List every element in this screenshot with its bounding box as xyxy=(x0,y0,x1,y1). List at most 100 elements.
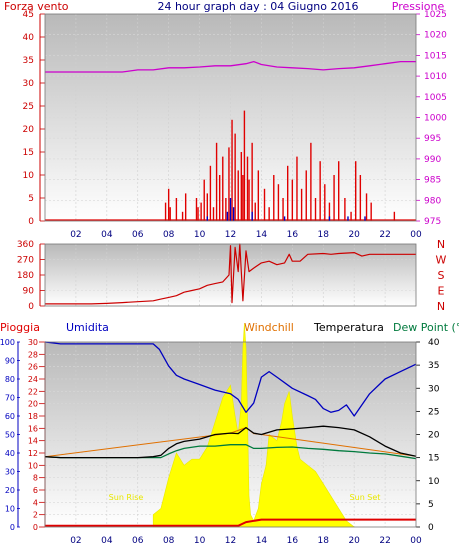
weather-panel-xtick-label: 20 xyxy=(348,536,360,546)
wind-panel-xtick-label: 10 xyxy=(194,230,206,240)
humidity-ytick-label: 100 xyxy=(0,338,15,347)
wind-panel-xtick-label: 16 xyxy=(287,230,299,240)
compass-label: N xyxy=(437,300,445,313)
humidity-ytick-label: 50 xyxy=(5,431,15,440)
wind-panel-frame xyxy=(44,13,417,222)
rain-ytick-label: 26 xyxy=(28,363,38,372)
pressure-ytick-label: 1005 xyxy=(424,93,447,103)
pressure-line xyxy=(45,60,416,73)
wind-panel-xtick-label: 18 xyxy=(318,230,330,240)
compass-label: W xyxy=(436,254,447,267)
wind-ytick-label: 5 xyxy=(28,194,34,204)
rain-ytick-label: 8 xyxy=(33,474,38,483)
humidity-ytick-label: 80 xyxy=(5,375,15,384)
pressure-ytick-label: 1025 xyxy=(424,10,447,20)
temperature-ytick-label: 35 xyxy=(428,361,439,371)
wind-panel-xtick-label: 08 xyxy=(163,230,175,240)
wind-ytick-label: 0 xyxy=(28,217,34,227)
weather-panel-xtick-label: 04 xyxy=(101,536,113,546)
sun-set-label: Sun Set xyxy=(350,493,381,502)
rain-ytick-label: 2 xyxy=(33,511,38,520)
wind-ytick-label: 30 xyxy=(23,79,35,89)
wind-ytick-label: 40 xyxy=(23,33,35,43)
weather-panel-frame xyxy=(44,341,417,528)
solar-area xyxy=(152,323,356,528)
rain-ytick-label: 22 xyxy=(28,387,38,396)
pressure-ytick-label: 1015 xyxy=(424,51,447,61)
temperature-ytick-label: 30 xyxy=(428,384,440,394)
wind-ytick-label: 25 xyxy=(23,102,34,112)
humidity-ytick-label: 90 xyxy=(5,357,15,366)
direction-ytick-label: 270 xyxy=(17,256,34,266)
legend-rain: Pioggia xyxy=(0,321,40,334)
rain-ytick-label: 12 xyxy=(28,449,38,458)
pressure-ytick-label: 985 xyxy=(424,176,441,186)
legend-humidity: Umidita xyxy=(66,321,109,334)
humidity-ytick-label: 20 xyxy=(5,486,15,495)
wind-panel-xtick-label: 12 xyxy=(225,230,236,240)
rain-ytick-label: 28 xyxy=(28,350,38,359)
legend-windchill: Windchill xyxy=(244,321,294,334)
rain-ytick-label: 24 xyxy=(28,375,38,384)
pressure-ytick-label: 1010 xyxy=(424,72,447,82)
pressure-ytick-label: 980 xyxy=(424,196,441,206)
graph-title: 24 hour graph day : 04 Giugno 2016 xyxy=(157,0,358,13)
humidity-ytick-label: 70 xyxy=(5,394,15,403)
rain-line xyxy=(45,518,416,527)
weather-panel-xtick-label: 10 xyxy=(194,536,206,546)
weather-panel-xtick-label: 14 xyxy=(256,536,268,546)
rain-ytick-label: 6 xyxy=(33,486,38,495)
wind-panel-xtick-label: 20 xyxy=(348,230,360,240)
weather-panel-xtick-label: 12 xyxy=(225,536,236,546)
rain-ytick-label: 18 xyxy=(28,412,38,421)
rain-ytick-label: 4 xyxy=(33,498,38,507)
rain-ytick-label: 0 xyxy=(33,523,38,532)
direction-ytick-label: 180 xyxy=(17,271,34,281)
pressure-ytick-label: 995 xyxy=(424,134,441,144)
weather-panel-xtick-label: 08 xyxy=(163,536,175,546)
wind-panel-xtick-label: 22 xyxy=(379,230,390,240)
temperature-line xyxy=(44,425,417,459)
rain-ytick-label: 20 xyxy=(28,400,38,409)
left-axis-title: Forza vento xyxy=(4,0,69,13)
pressure-ytick-label: 990 xyxy=(424,155,441,165)
direction-panel-frame xyxy=(44,243,417,307)
weather-panel-xtick-label: 06 xyxy=(132,536,144,546)
direction-ytick-label: 90 xyxy=(23,287,35,297)
humidity-ytick-label: 40 xyxy=(5,449,15,458)
right-axis-title: Pressione xyxy=(392,0,445,13)
compass-label: N xyxy=(437,238,445,251)
humidity-line xyxy=(44,341,417,417)
humidity-ytick-label: 0 xyxy=(10,523,15,532)
wind-panel-xtick-label: 00 xyxy=(410,230,422,240)
rain-ytick-label: 10 xyxy=(28,461,38,470)
rain-ytick-label: 30 xyxy=(28,338,38,347)
humidity-ytick-label: 10 xyxy=(5,505,15,514)
humidity-ytick-label: 30 xyxy=(5,468,15,477)
wind-panel-xtick-label: 04 xyxy=(101,230,113,240)
weather-panel-xtick-label: 22 xyxy=(379,536,390,546)
pressure-ytick-label: 1000 xyxy=(424,114,447,124)
temperature-ytick-label: 10 xyxy=(428,477,440,487)
temperature-ytick-label: 15 xyxy=(428,454,439,464)
temperature-ytick-label: 5 xyxy=(428,500,434,510)
temperature-ytick-label: 0 xyxy=(428,523,434,533)
wind-ytick-label: 10 xyxy=(23,171,35,181)
rain-ytick-label: 16 xyxy=(28,424,38,433)
direction-ytick-label: 360 xyxy=(17,240,34,250)
compass-label: S xyxy=(438,269,445,282)
direction-line xyxy=(45,243,416,305)
humidity-ytick-label: 60 xyxy=(5,412,15,421)
legend-dewpoint: Dew Point (°C xyxy=(393,321,459,334)
temperature-ytick-label: 20 xyxy=(428,431,440,441)
wind-ytick-label: 15 xyxy=(23,148,34,158)
pressure-ytick-label: 975 xyxy=(424,217,441,227)
rain-ytick-label: 14 xyxy=(28,437,38,446)
weather-panel-xtick-label: 02 xyxy=(70,536,81,546)
wind-panel-xtick-label: 02 xyxy=(70,230,81,240)
wind-panel-xtick-label: 14 xyxy=(256,230,268,240)
wind-ytick-label: 45 xyxy=(23,10,34,20)
weather-panel-xtick-label: 16 xyxy=(287,536,299,546)
